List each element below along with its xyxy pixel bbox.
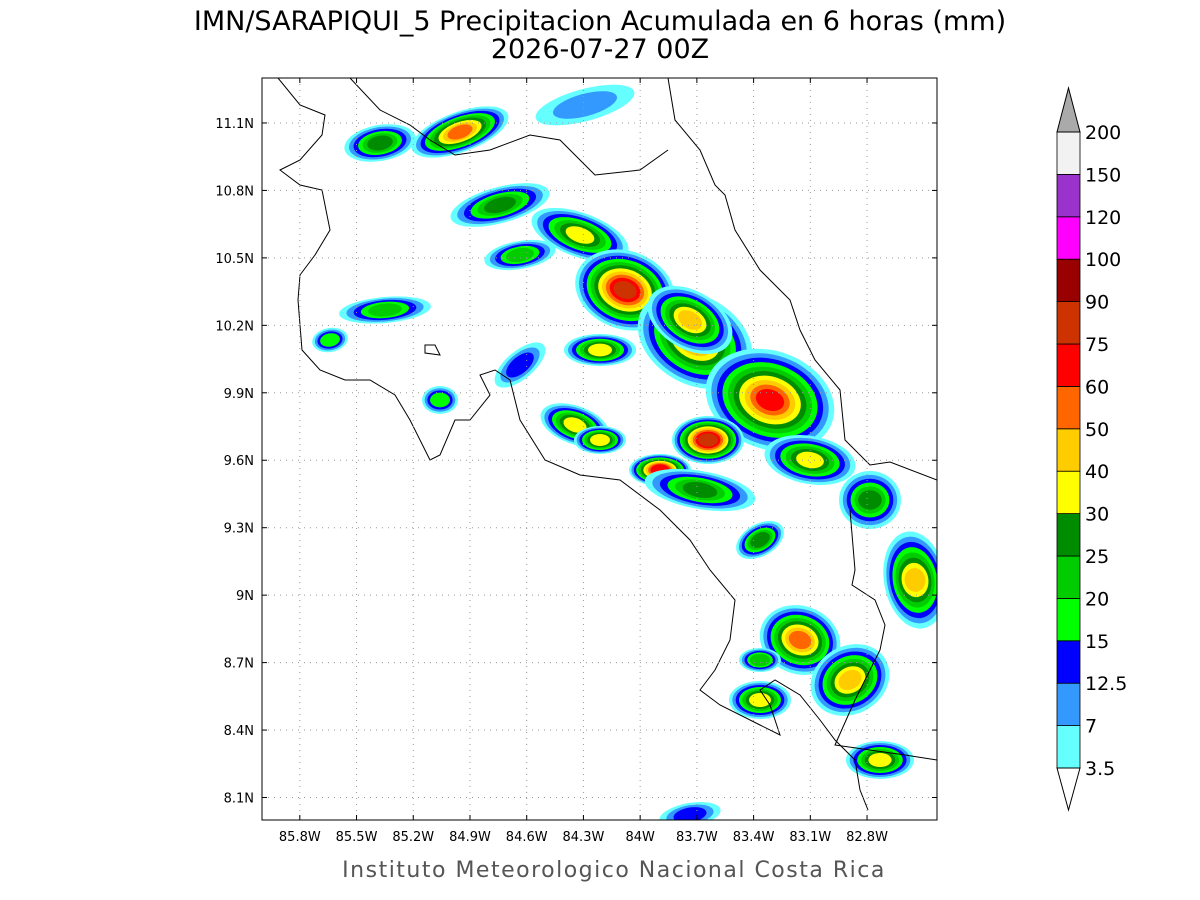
- precip-contour: [749, 653, 771, 667]
- precipitation-field: [312, 84, 937, 820]
- colorbar-segment: [1056, 725, 1081, 769]
- colorbar-label: 12.5: [1085, 673, 1127, 695]
- colorbar: 3.5 7 12.5 15 20 25 30 40 50 60 75 90 100 120 150 200: [1056, 86, 1127, 812]
- lat-tick-label: 8.4N: [224, 724, 254, 739]
- lon-tick-label: 84W: [625, 830, 655, 845]
- precip-contour: [698, 433, 718, 447]
- colorbar-label: 7: [1085, 716, 1097, 738]
- colorbar-segment: [1056, 682, 1081, 727]
- precip-contour: [430, 392, 450, 408]
- precip-contour: [677, 310, 703, 330]
- colorbar-segment: [1056, 428, 1081, 472]
- colorbar-over: [1056, 86, 1081, 133]
- precip-contour: [749, 693, 771, 707]
- coastlines: [277, 78, 937, 811]
- precip-contour: [484, 196, 516, 214]
- lon-tick-label: 85.8W: [279, 830, 321, 845]
- lat-tick-label: 9.6N: [224, 454, 254, 469]
- precip-contour: [320, 333, 340, 347]
- lat-tick-label: 10.2N: [215, 319, 254, 334]
- precip-contour: [838, 669, 862, 691]
- colorbar-segment: [1056, 173, 1081, 218]
- footer: Instituto Meteorologico Nacional Costa R…: [342, 858, 886, 883]
- precip-contour: [447, 124, 473, 140]
- colorbar-label: 200: [1085, 122, 1121, 144]
- precip-contour: [796, 451, 824, 469]
- precip-contour: [682, 482, 718, 498]
- precip-contour: [788, 630, 812, 650]
- title: IMN/SARAPIQUI_5 Precipitacion Acumulada …: [194, 6, 1006, 37]
- colorbar-segment: [1056, 343, 1081, 387]
- precip-contour: [590, 434, 610, 446]
- precip-contour: [868, 753, 892, 767]
- precip-contour: [368, 303, 402, 317]
- colorbar-label: 30: [1085, 504, 1109, 526]
- colorbar-label: 3.5: [1085, 758, 1115, 780]
- colorbar-label: 40: [1085, 461, 1109, 483]
- colorbar-segment: [1056, 470, 1081, 515]
- precip-contour: [588, 343, 612, 357]
- colorbar-label: 20: [1085, 588, 1109, 610]
- colorbar-segment: [1056, 513, 1081, 557]
- lat-tick-label: 10.8N: [215, 184, 254, 199]
- precip-contour: [367, 135, 393, 151]
- lat-tick-label: 8.7N: [224, 657, 254, 672]
- colorbar-label: 150: [1085, 164, 1121, 186]
- lon-tick-label: 84.9W: [449, 830, 491, 845]
- precip-contour: [613, 280, 637, 300]
- lon-tick-label: 83.7W: [676, 830, 718, 845]
- colorbar-label: 90: [1085, 292, 1109, 314]
- subtitle: 2026-07-27 00Z: [491, 34, 709, 65]
- lat-tick-label: 9.3N: [224, 522, 254, 537]
- precip-contour: [858, 490, 882, 510]
- lat-tick-label: 10.5N: [215, 252, 254, 267]
- map-frame: [261, 77, 938, 821]
- precip-contour: [750, 532, 770, 548]
- colorbar-segment: [1056, 258, 1081, 303]
- colorbar-segment: [1056, 598, 1081, 642]
- precip-contour: [552, 91, 618, 119]
- colorbar-label: 100: [1085, 249, 1121, 271]
- colorbar-segment: [1056, 131, 1081, 175]
- colorbar-label: 120: [1085, 207, 1121, 229]
- grid: [262, 78, 937, 820]
- precip-contour: [755, 389, 785, 411]
- lon-tick-label: 84.6W: [506, 830, 548, 845]
- lon-tick-label: 82.8W: [846, 830, 888, 845]
- lat-tick-label: 9N: [236, 589, 254, 604]
- colorbar-label: 60: [1085, 376, 1109, 398]
- lon-tick-label: 84.3W: [563, 830, 605, 845]
- colorbar-label: 50: [1085, 419, 1109, 441]
- lon-tick-label: 85.5W: [336, 830, 378, 845]
- precip-contour: [506, 352, 534, 378]
- colorbar-segment: [1056, 385, 1081, 430]
- lon-tick-label: 83.4W: [733, 830, 775, 845]
- lon-tick-label: 85.2W: [392, 830, 434, 845]
- precip-contour: [673, 807, 707, 820]
- precip-contour: [904, 568, 926, 592]
- precip-contour: [563, 417, 587, 433]
- colorbar-segment: [1056, 555, 1081, 599]
- colorbar-label: 25: [1085, 546, 1109, 568]
- colorbar-segment: [1056, 640, 1081, 684]
- precip-contour: [565, 226, 595, 244]
- lon-tick-label: 83.1W: [789, 830, 831, 845]
- colorbar-segment: [1056, 216, 1081, 260]
- colorbar-label: 15: [1085, 631, 1109, 653]
- lat-tick-label: 11.1N: [215, 117, 254, 132]
- colorbar-segment: [1056, 301, 1081, 345]
- axes: 11.1N 10.8N 10.5N 10.2N 9.9N 9.6N 9.3N 9N 8.7N 8.…: [215, 78, 937, 845]
- lat-tick-label: 8.1N: [224, 792, 254, 807]
- colorbar-under: [1056, 767, 1081, 812]
- lat-tick-label: 9.9N: [224, 387, 254, 402]
- colorbar-label: 75: [1085, 334, 1109, 356]
